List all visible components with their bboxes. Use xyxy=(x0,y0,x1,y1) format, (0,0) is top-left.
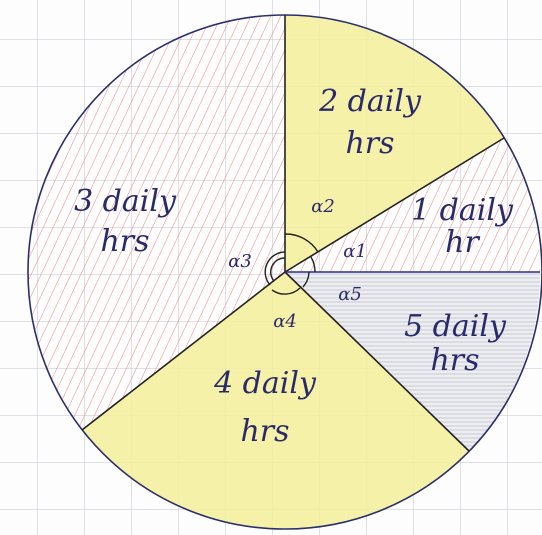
sector-label: 2 daily xyxy=(318,84,422,119)
sector-label: hrs xyxy=(345,126,394,161)
page: {"sectors": [ {"label": ["1 daily", "hr"… xyxy=(0,0,542,535)
sector-label: hr xyxy=(445,225,480,260)
sector-label: 5 daily xyxy=(404,309,507,344)
angle-label: α4 xyxy=(273,311,297,332)
angle-label: α3 xyxy=(228,251,252,272)
sector-label: 1 daily xyxy=(411,193,514,228)
diagram: 1 daily hr 2 daily hrs 3 daily hrs 4 dai… xyxy=(0,0,542,535)
angle-label: α2 xyxy=(311,196,335,217)
sector-label: hrs xyxy=(100,224,149,259)
angle-label: α5 xyxy=(338,284,362,305)
angle-label: α1 xyxy=(343,241,367,262)
sector-label: hrs xyxy=(240,414,289,449)
sector-label: hrs xyxy=(430,343,479,378)
sector-label: 4 daily xyxy=(213,366,317,401)
sector-label: 3 daily xyxy=(74,184,177,219)
